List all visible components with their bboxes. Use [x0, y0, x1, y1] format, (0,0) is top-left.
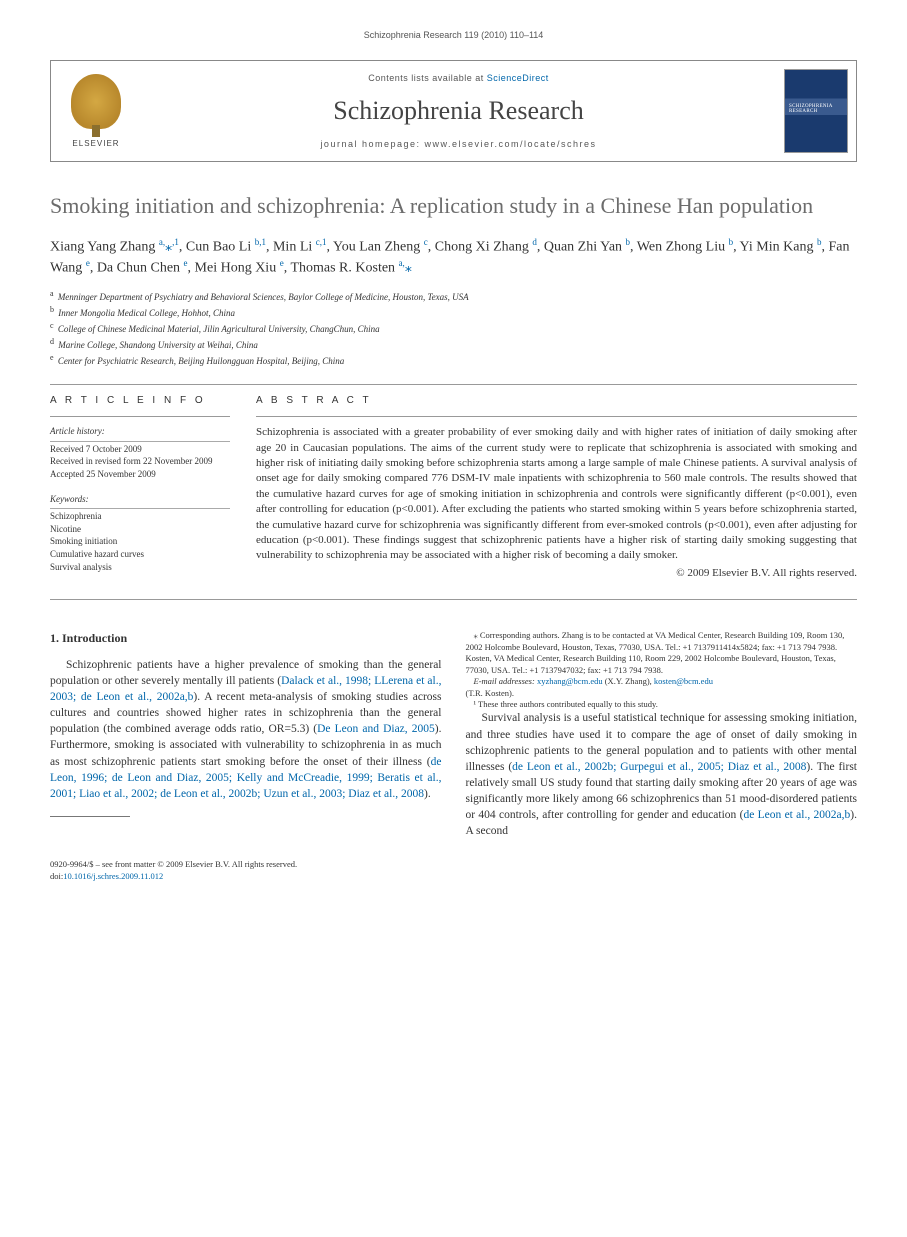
keywords-subhead: Keywords: [50, 493, 230, 510]
divider [50, 384, 857, 385]
footer-left: 0920-9964/$ – see front matter © 2009 El… [50, 859, 297, 882]
contents-available-line: Contents lists available at ScienceDirec… [151, 73, 766, 83]
cover-thumbnail-block: SCHIZOPHRENIA RESEARCH [776, 61, 856, 161]
abstract-label: A B S T R A C T [256, 395, 857, 406]
history-line: Accepted 25 November 2009 [50, 468, 230, 481]
homepage-prefix: journal homepage: [320, 139, 424, 149]
body-text: ). [424, 788, 431, 800]
email-who: (T.R. Kosten). [466, 688, 514, 698]
citation-link[interactable]: De Leon and Diaz, 2005 [317, 723, 435, 735]
running-header: Schizophrenia Research 119 (2010) 110–11… [50, 30, 857, 40]
abstract-body: Schizophrenia is associated with a great… [256, 426, 857, 561]
body-paragraph: Schizophrenic patients have a higher pre… [50, 657, 442, 802]
citation-link[interactable]: de Leon et al., 2002b; Gurpegui et al., … [512, 761, 806, 773]
keywords-block: Keywords: SchizophreniaNicotineSmoking i… [50, 493, 230, 574]
page-footer: 0920-9964/$ – see front matter © 2009 El… [50, 859, 857, 882]
doi-prefix: doi: [50, 871, 63, 881]
elsevier-tree-icon [71, 74, 121, 129]
info-abstract-row: A R T I C L E I N F O Article history: R… [50, 395, 857, 585]
history-subhead: Article history: [50, 425, 230, 442]
abstract-copyright: © 2009 Elsevier B.V. All rights reserved… [256, 566, 857, 581]
email-label: E-mail addresses: [474, 676, 537, 686]
affiliation-line: e Center for Psychiatric Research, Beiji… [50, 352, 857, 368]
article-history-block: Article history: Received 7 October 2009… [50, 425, 230, 480]
affiliation-line: d Marine College, Shandong University at… [50, 336, 857, 352]
homepage-url[interactable]: www.elsevier.com/locate/schres [425, 139, 597, 149]
abstract-column: A B S T R A C T Schizophrenia is associa… [256, 395, 857, 585]
keyword: Smoking initiation [50, 535, 230, 548]
section-heading-introduction: 1. Introduction [50, 630, 442, 647]
contents-prefix: Contents lists available at [368, 73, 487, 83]
divider [50, 599, 857, 600]
article-title: Smoking initiation and schizophrenia: A … [50, 192, 857, 220]
abstract-text: Schizophrenia is associated with a great… [256, 425, 857, 581]
email-link[interactable]: kosten@bcm.edu [654, 676, 713, 686]
keyword: Survival analysis [50, 561, 230, 574]
elsevier-logo: ELSEVIER [61, 71, 131, 151]
corresponding-author-note: ⁎ Corresponding authors. Zhang is to be … [466, 630, 858, 676]
front-matter-line: 0920-9964/$ – see front matter © 2009 El… [50, 859, 297, 870]
masthead-center: Contents lists available at ScienceDirec… [141, 61, 776, 161]
affiliation-line: c College of Chinese Medicinal Material,… [50, 320, 857, 336]
journal-title: Schizophrenia Research [151, 96, 766, 126]
cover-label: SCHIZOPHRENIA RESEARCH [789, 104, 847, 114]
affiliation-line: a Menninger Department of Psychiatry and… [50, 288, 857, 304]
citation-link[interactable]: de Leon et al., 2002a,b [743, 809, 850, 821]
body-paragraph: Survival analysis is a useful statistica… [466, 710, 858, 839]
journal-homepage-line: journal homepage: www.elsevier.com/locat… [151, 139, 766, 149]
doi-link[interactable]: 10.1016/j.schres.2009.11.012 [63, 871, 163, 881]
affiliation-line: b Inner Mongolia Medical College, Hohhot… [50, 304, 857, 320]
affiliations-list: a Menninger Department of Psychiatry and… [50, 288, 857, 368]
keyword: Nicotine [50, 523, 230, 536]
keyword: Schizophrenia [50, 510, 230, 523]
history-line: Received in revised form 22 November 200… [50, 455, 230, 468]
article-info-column: A R T I C L E I N F O Article history: R… [50, 395, 230, 585]
email-link[interactable]: xyzhang@bcm.edu [537, 676, 603, 686]
email-who: (X.Y. Zhang), [603, 676, 654, 686]
equal-contribution-note: ¹ These three authors contributed equall… [466, 699, 858, 710]
body-two-columns: 1. Introduction Schizophrenic patients h… [50, 630, 857, 839]
journal-masthead: ELSEVIER Contents lists available at Sci… [50, 60, 857, 162]
keyword: Cumulative hazard curves [50, 548, 230, 561]
author-list: Xiang Yang Zhang a,⁎,1, Cun Bao Li b,1, … [50, 236, 857, 279]
doi-line: doi:10.1016/j.schres.2009.11.012 [50, 871, 297, 882]
journal-cover-thumbnail: SCHIZOPHRENIA RESEARCH [784, 69, 848, 153]
publisher-logo-block: ELSEVIER [51, 61, 141, 161]
publisher-label: ELSEVIER [72, 139, 119, 148]
footnote-separator [50, 816, 130, 817]
divider [256, 416, 857, 417]
article-info-label: A R T I C L E I N F O [50, 395, 230, 406]
history-line: Received 7 October 2009 [50, 443, 230, 456]
email-line: E-mail addresses: xyzhang@bcm.edu (X.Y. … [466, 676, 858, 699]
footnotes-block: ⁎ Corresponding authors. Zhang is to be … [466, 630, 858, 710]
sciencedirect-link[interactable]: ScienceDirect [487, 73, 549, 83]
divider [50, 416, 230, 417]
